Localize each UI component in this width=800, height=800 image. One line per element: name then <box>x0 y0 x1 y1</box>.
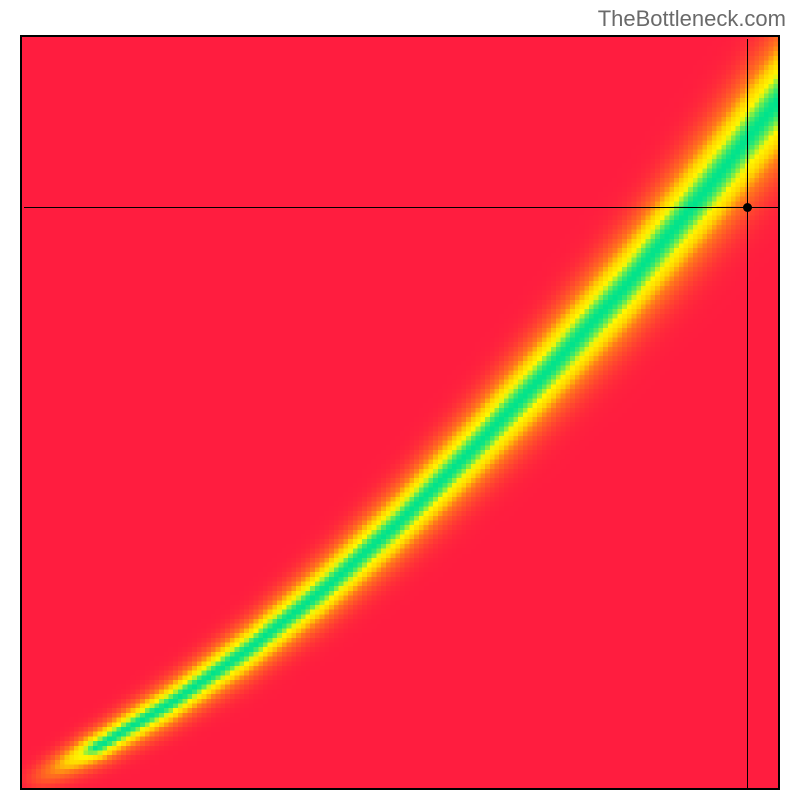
heatmap-canvas <box>22 37 778 788</box>
crosshair-vertical <box>747 39 748 790</box>
crosshair-horizontal <box>24 207 780 208</box>
root: { "watermark": { "text": "TheBottleneck.… <box>0 0 800 800</box>
bottleneck-heatmap <box>20 35 780 790</box>
watermark-text: TheBottleneck.com <box>598 6 786 32</box>
